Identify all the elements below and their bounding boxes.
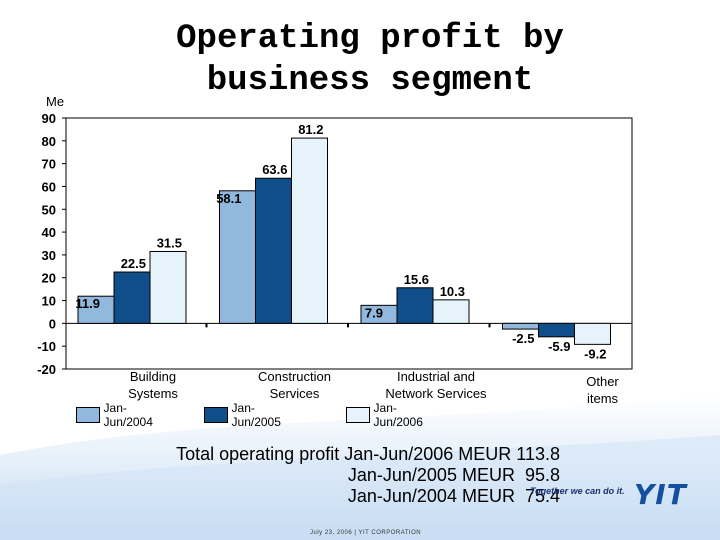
y-tick-label: 80 [42, 134, 56, 149]
legend-item-2006: Jan-Jun/2006 [346, 401, 429, 429]
legend-swatch-2005 [204, 407, 228, 423]
y-tick-label: 30 [42, 248, 56, 263]
data-label: -9.2 [584, 346, 606, 361]
category-label: Building [130, 369, 176, 384]
bar-2005-2 [396, 287, 434, 324]
y-axis-unit-label: Me [46, 94, 65, 109]
data-label: 63.6 [262, 162, 287, 177]
y-tick-label: 50 [42, 202, 56, 217]
plot-frame [65, 117, 633, 370]
totals-line-2004: Jan-Jun/2004 MEUR 75.4 [347, 486, 560, 506]
totals-line-2005: Jan-Jun/2005 MEUR 95.8 [347, 465, 560, 485]
legend-label-2005: Jan-Jun/2005 [231, 401, 281, 429]
data-label: 31.5 [157, 235, 182, 250]
bar-2006-1 [291, 137, 328, 324]
y-tick-label: 10 [42, 294, 56, 309]
data-label: 11.9 [75, 296, 100, 311]
totals-text: Total operating profit Jan-Jun/2006 MEUR… [90, 444, 560, 507]
legend-item-2004: Jan-Jun/2004 [76, 401, 159, 429]
bar-2005-3 [538, 322, 575, 338]
bar-2004-0 [77, 295, 115, 324]
data-label: 58.1 [216, 191, 241, 206]
bar-2004-3 [502, 322, 539, 330]
category-label: Other [586, 374, 619, 389]
data-label: 10.3 [440, 284, 465, 299]
legend-label-2006: Jan-Jun/2006 [373, 401, 423, 429]
y-tick-label: -10 [37, 339, 56, 354]
legend-swatch-2004 [76, 407, 100, 423]
page-title: Operating profit by business segment [176, 20, 564, 100]
data-label: -5.9 [548, 339, 570, 354]
y-tick-label: 60 [42, 179, 56, 194]
y-tick-label: 20 [42, 271, 56, 286]
bar-2005-1 [255, 177, 292, 324]
data-label: 15.6 [404, 272, 429, 287]
bar-2004-1 [219, 190, 256, 324]
yit-logo: YIT [634, 478, 687, 511]
footer-text: July 23, 2006 | YIT CORPORATION [310, 530, 422, 536]
bar-2006-3 [574, 322, 611, 345]
totals-line-2006: Total operating profit Jan-Jun/2006 MEUR… [176, 444, 560, 464]
y-tick-label: 0 [49, 316, 56, 331]
category-label: Construction [258, 369, 331, 384]
bar-2006-2 [432, 299, 470, 324]
operating-profit-chart: 90 80 70 60 50 40 30 20 10 0 -10 -20 11.9 22.5 31.5 Bui… [37, 111, 633, 406]
category-label: Network Services [385, 386, 487, 401]
legend-swatch-2006 [346, 407, 370, 423]
data-label: 7.9 [365, 305, 383, 320]
category-label: Services [270, 386, 320, 401]
data-label: 81.2 [298, 122, 323, 137]
bar-2005-0 [113, 271, 151, 324]
bar-2006-0 [149, 250, 187, 324]
y-tick-label: 40 [42, 225, 56, 240]
brand-tagline: Together we can do it. [530, 486, 625, 496]
y-tick-label: 90 [42, 111, 56, 126]
y-tick-label: 70 [42, 157, 56, 172]
y-tick-label: -20 [37, 362, 56, 377]
category-label: Systems [128, 386, 178, 401]
category-label: items [587, 391, 619, 406]
background-wave [0, 395, 720, 540]
legend-item-2005: Jan-Jun/2005 [204, 401, 287, 429]
data-label: 22.5 [121, 256, 146, 271]
data-label: -2.5 [512, 331, 534, 346]
category-label: Industrial and [397, 369, 475, 384]
legend-label-2004: Jan-Jun/2004 [103, 401, 153, 429]
